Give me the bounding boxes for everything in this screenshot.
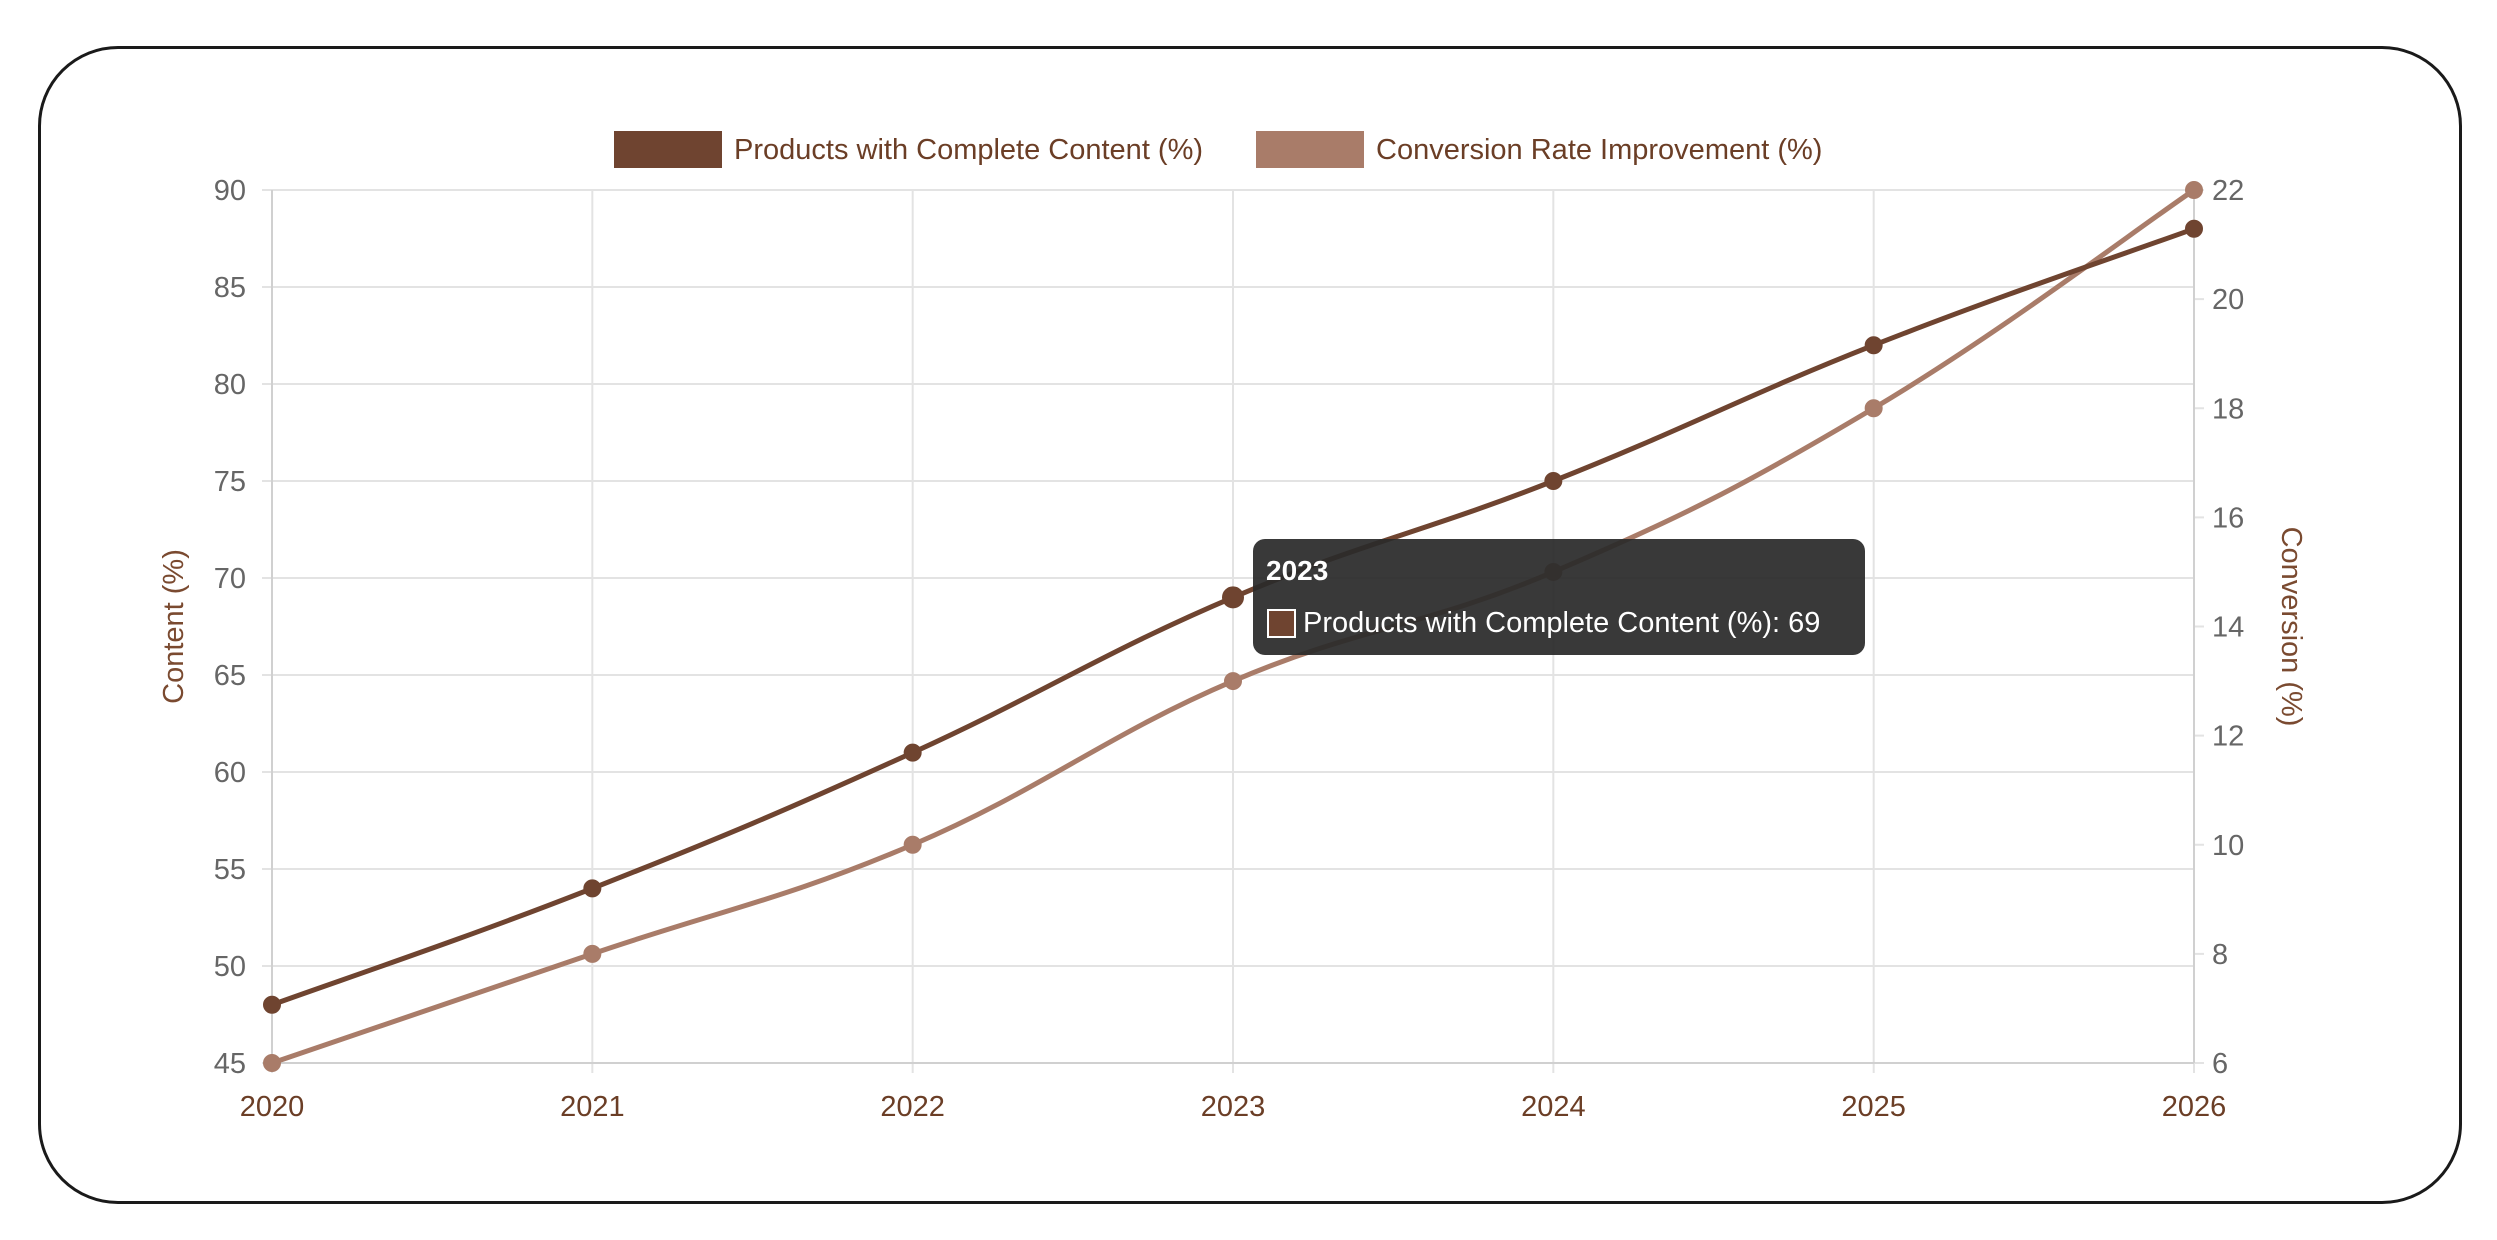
y-left-tick-label: 70 [214,563,246,595]
tooltip-label: Products with Complete Content (%): 69 [1303,607,1820,639]
y-right-tick-label: 16 [2212,502,2244,534]
y-left-tick-label: 55 [214,854,246,886]
data-point[interactable] [1544,472,1563,490]
data-point[interactable] [1222,586,1244,609]
x-tick-label: 2026 [2162,1091,2227,1123]
y-right-tick-label: 14 [2212,612,2244,644]
tooltip-box [1253,539,1865,655]
legend-item-1[interactable]: Products with Complete Content (%) [614,131,1203,168]
data-point[interactable] [2185,181,2203,199]
y-left-tick-label: 65 [214,660,246,692]
tooltip: 2023 Products with Complete Content (%): … [1253,539,1865,655]
x-tick-label: 2023 [1201,1091,1266,1123]
x-tick-label: 2025 [1841,1091,1906,1123]
x-tick-label: 2021 [560,1091,625,1123]
data-point[interactable] [583,879,602,898]
data-point[interactable] [583,944,602,963]
y-left-tick-label: 60 [214,757,246,789]
y-left-tick-label: 45 [214,1048,246,1080]
chart-card [38,46,2462,1204]
y-right-tick-label: 18 [2212,393,2244,425]
x-tick-label: 2020 [240,1091,305,1123]
data-point[interactable] [903,743,922,762]
y-right-tick-label: 20 [2212,284,2244,316]
data-point[interactable] [1864,399,1883,418]
legend-swatch [614,131,722,168]
y-left-tick-label: 50 [214,951,246,983]
y-left-tick-label: 90 [214,175,246,207]
data-point[interactable] [263,995,281,1014]
legend-item-2[interactable]: Conversion Rate Improvement (%) [1256,131,1822,168]
y-left-tick-label: 85 [214,272,246,304]
data-point[interactable] [903,835,922,854]
data-point[interactable] [2185,219,2203,238]
tooltip-swatch [1267,609,1296,638]
data-point[interactable] [263,1054,281,1072]
legend-label: Products with Complete Content (%) [734,134,1203,166]
grid-lines [271,189,2195,1073]
data-point[interactable] [1224,672,1242,691]
data-point[interactable] [1864,336,1883,355]
x-tick-label: 2024 [1521,1091,1586,1123]
y-right-tick-label: 8 [2212,939,2228,971]
y-right-tick-label: 12 [2212,721,2244,753]
axes: 4550556065707580859068101214161820222020… [158,175,2307,1123]
legend[interactable]: Products with Complete Content (%) Conver… [614,131,1822,168]
legend-swatch [1256,131,1364,168]
y-left-axis-title: Content (%) [158,549,190,704]
y-right-tick-label: 22 [2212,175,2244,207]
y-right-axis-title: Conversion (%) [2275,527,2307,727]
y-right-tick-label: 10 [2212,830,2244,862]
tooltip-title: 2023 [1266,555,1328,586]
y-right-tick-label: 6 [2212,1048,2228,1080]
legend-label: Conversion Rate Improvement (%) [1376,134,1822,166]
y-left-tick-label: 75 [214,466,246,498]
y-left-tick-label: 80 [214,369,246,401]
x-tick-label: 2022 [880,1091,945,1123]
